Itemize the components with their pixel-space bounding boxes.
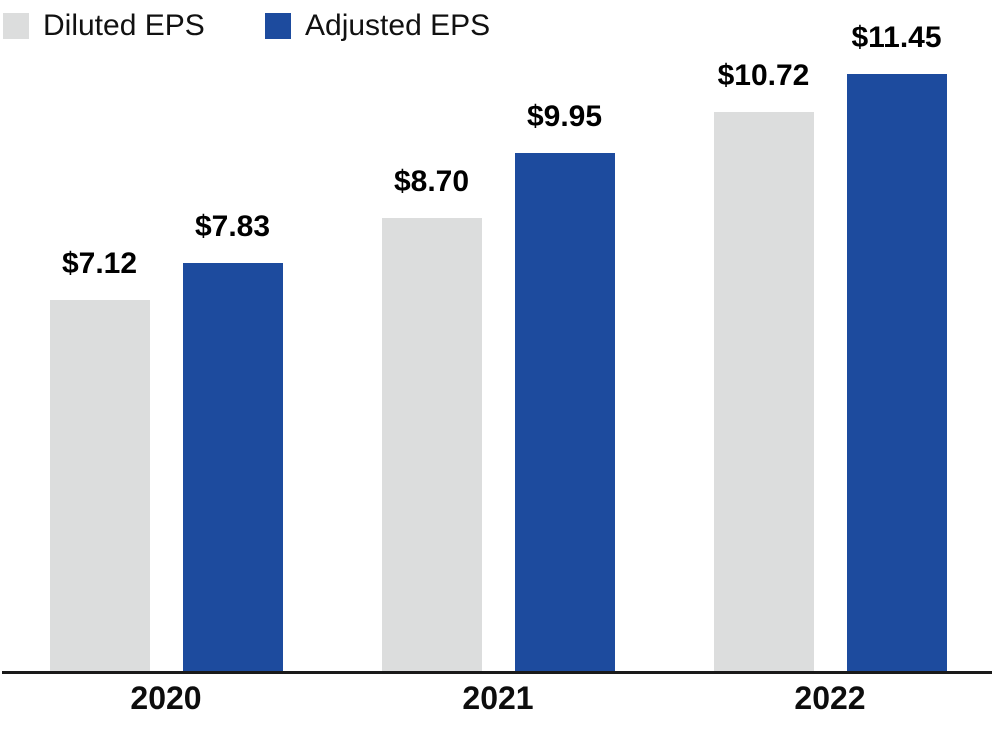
bar-2021-adjusted-eps bbox=[514, 152, 615, 672]
legend-label-diluted-eps: Diluted EPS bbox=[43, 8, 205, 42]
value-label-2020-adjusted-eps: $7.83 bbox=[194, 210, 271, 244]
legend-item-diluted-eps: Diluted EPS bbox=[3, 9, 205, 42]
value-label-2021-adjusted-eps: $9.95 bbox=[526, 99, 603, 133]
bar-2020-adjusted-eps bbox=[182, 263, 283, 672]
bar-2021-diluted-eps bbox=[381, 217, 482, 672]
legend-label-adjusted-eps: Adjusted EPS bbox=[305, 8, 491, 42]
x-axis-label-2021: 2021 bbox=[462, 680, 534, 716]
legend-swatch-adjusted-eps bbox=[265, 12, 291, 39]
value-label-2022-diluted-eps: $10.72 bbox=[717, 59, 810, 93]
legend-swatch-diluted-eps bbox=[3, 12, 29, 39]
legend-item-adjusted-eps: Adjusted EPS bbox=[265, 9, 490, 42]
bar-2020-diluted-eps bbox=[49, 300, 150, 672]
value-label-2020-diluted-eps: $7.12 bbox=[61, 247, 138, 281]
x-axis-label-2020: 2020 bbox=[130, 680, 202, 716]
value-label-2021-diluted-eps: $8.70 bbox=[393, 164, 470, 198]
bar-2022-diluted-eps bbox=[713, 112, 814, 672]
bar-2022-adjusted-eps bbox=[846, 74, 947, 672]
x-axis-line bbox=[2, 671, 992, 674]
x-axis-label-2022: 2022 bbox=[794, 680, 866, 716]
value-label-2022-adjusted-eps: $11.45 bbox=[851, 21, 942, 55]
